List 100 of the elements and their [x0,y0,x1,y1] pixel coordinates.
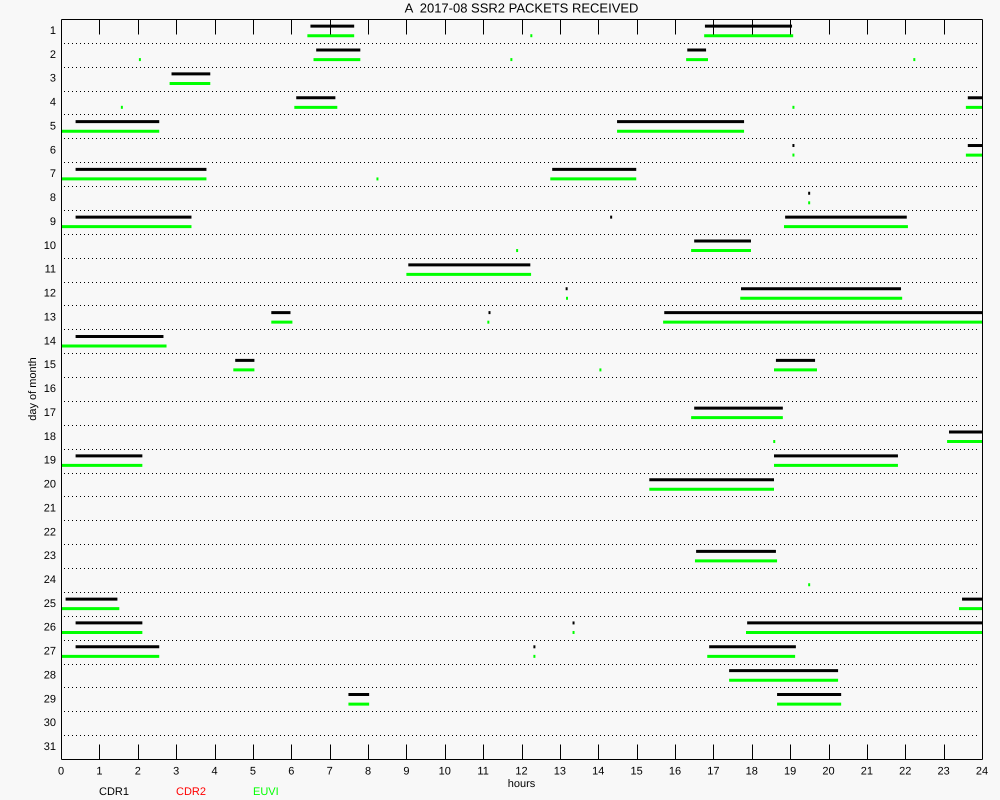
bar [958,607,982,610]
bar [691,249,751,252]
y-tick-label: 13 [44,311,56,324]
x-tick-label: 20 [822,766,835,778]
bar [966,106,982,109]
y-tick-label: 29 [44,693,56,706]
bar [408,263,530,266]
x-tick-label: 15 [630,766,643,778]
bar [76,454,142,458]
bar [348,693,370,696]
bar [61,344,167,348]
x-tick-label: 4 [211,766,218,778]
bar [550,177,636,180]
y-tick-label: 14 [44,335,56,348]
bar [777,702,842,706]
bar [947,440,982,444]
bar [663,320,982,324]
x-tick-label: 23 [938,766,950,778]
bar [774,464,898,467]
bar [61,654,160,658]
bar [233,368,254,372]
y-tick-label: 21 [44,502,56,514]
x-tick-label: 14 [592,766,604,778]
x-tick-label: 12 [515,766,528,778]
bar [172,72,210,76]
x-tick-label: 8 [364,766,372,778]
bar [649,488,774,491]
x-axis-title: hours [508,778,536,790]
y-tick-label: 25 [44,598,56,610]
bar [729,678,838,682]
y-tick-label: 4 [50,96,56,109]
y-tick-label: 15 [44,359,56,372]
x-tick-label: 13 [554,766,566,778]
bar [709,645,796,648]
y-tick-label: 28 [44,669,56,682]
y-tick-label: 10 [44,240,56,252]
x-tick-label: 24 [976,766,988,778]
chart-title: A 2017-08 SSR2 PACKETS RECEIVED [404,0,638,16]
x-tick-label: 22 [899,766,912,778]
x-tick-label: 11 [477,766,489,778]
y-tick-label: 18 [44,430,56,443]
bar [740,296,902,300]
y-tick-label: 20 [44,478,56,491]
x-tick-label: 5 [250,766,256,778]
x-tick-label: 21 [860,766,873,778]
y-tick-label: 3 [50,72,56,85]
bar [348,702,370,706]
bar [617,120,744,124]
bar [61,130,160,133]
x-tick-label: 0 [58,766,64,778]
bar [729,669,838,672]
bar [76,621,142,624]
x-tick-label: 19 [784,766,796,778]
y-tick-label: 11 [44,264,56,276]
bar [741,287,902,290]
bar [694,406,783,410]
bar [617,130,744,133]
y-tick-label: 22 [44,526,56,538]
bar [314,58,360,62]
bar [785,216,907,219]
x-tick-label: 2 [134,766,141,778]
bar [707,654,796,658]
y-tick-label: 16 [44,383,56,396]
bar [271,320,292,324]
bar [66,598,118,601]
bar [296,96,336,100]
x-tick-label: 18 [746,766,758,778]
bar [271,311,290,314]
y-tick-label: 8 [50,192,56,204]
bar [694,240,751,242]
x-tick-label: 16 [668,766,682,778]
bar [774,368,817,372]
y-tick-label: 30 [44,717,56,730]
text: CDR1 [99,786,129,798]
x-tick-label: 17 [707,766,720,778]
y-tick-label: 17 [44,406,56,419]
bar [316,48,360,52]
bar [235,358,254,362]
bar [406,272,532,276]
y-tick-label: 5 [50,120,56,132]
y-tick-label: 31 [44,741,56,754]
y-tick-label: 7 [50,168,56,180]
y-axis-title: day of month [27,357,40,421]
bar [294,106,338,109]
bar [784,225,908,228]
y-tick-label: 26 [44,622,56,634]
bar [170,82,210,85]
x-tick-label: 7 [326,766,333,778]
y-tick-label: 27 [44,646,56,658]
y-tick-label: 24 [44,574,56,586]
bar [649,478,774,482]
x-tick-label: 6 [288,766,294,778]
bar [61,464,142,467]
y-tick-label: 12 [44,288,56,300]
bar [966,154,982,157]
bar [552,168,636,171]
bar [746,630,982,634]
x-tick-label: 10 [438,766,451,778]
x-tick-label: 1 [96,766,102,778]
y-tick-label: 2 [50,48,56,61]
